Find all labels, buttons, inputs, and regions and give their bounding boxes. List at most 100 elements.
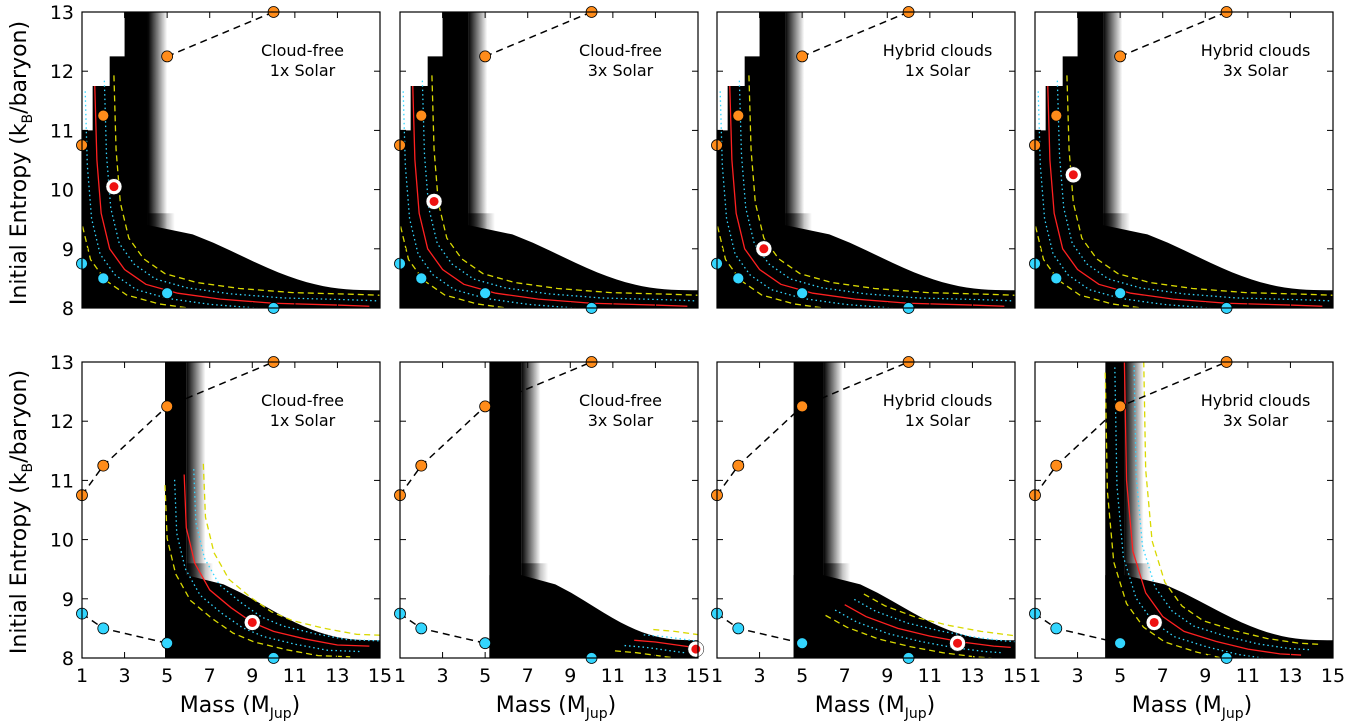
y-tick-label: 10 <box>50 530 74 552</box>
y-tick-label: 13 <box>50 2 74 24</box>
hot-start-point <box>97 459 110 472</box>
contour-cyan <box>1114 367 1267 658</box>
panel-frame <box>81 11 381 309</box>
hot-start-point <box>732 109 745 122</box>
cold-start-point <box>161 287 174 300</box>
x-tick-label: 1 <box>711 665 723 687</box>
x-tick-label: 7 <box>1157 665 1169 687</box>
panel-label-line2: 3x Solar <box>588 61 654 80</box>
x-tick-label: 3 <box>754 665 766 687</box>
x-tick-label: 11 <box>918 665 942 687</box>
cold-start-point <box>796 287 809 300</box>
panel-label-line1: Cloud-free <box>261 391 344 410</box>
plot-area <box>82 12 380 308</box>
cold-start-track <box>716 612 909 659</box>
panel-label-line2: 1x Solar <box>270 61 336 80</box>
likelihood-band-fade <box>521 362 541 605</box>
y-tick-label: 13 <box>50 352 74 374</box>
cold-start-point <box>732 272 745 285</box>
x-tick-label: 15 <box>1003 665 1027 687</box>
cold-start-point <box>415 622 428 635</box>
x-tick-label: 7 <box>204 665 216 687</box>
cold-start-point <box>415 272 428 285</box>
contour-cyan <box>853 598 1015 643</box>
likelihood-band-fade <box>785 213 812 255</box>
hot-start-point <box>415 109 428 122</box>
panel-frame <box>399 361 699 659</box>
plot-area <box>1035 362 1333 658</box>
hot-start-point <box>732 459 745 472</box>
hot-start-point <box>97 109 110 122</box>
x-tick-label: 9 <box>246 665 258 687</box>
band-step-edge <box>1035 362 1106 407</box>
plot-area <box>489 362 698 658</box>
likelihood-band-fade <box>785 12 805 255</box>
x-tick-label: 3 <box>1072 665 1084 687</box>
x-tick-label: 15 <box>686 665 710 687</box>
cold-start-track <box>399 612 592 659</box>
contour-yellow <box>1143 362 1321 646</box>
panel-label-line1: Hybrid clouds <box>1201 391 1311 410</box>
x-tick-label: 7 <box>522 665 534 687</box>
cold-start-point <box>97 272 110 285</box>
y-tick-label: 12 <box>50 411 74 433</box>
plot-area <box>164 362 380 658</box>
contour-yellow <box>863 593 1015 637</box>
hot-start-track <box>801 11 909 58</box>
hot-start-point <box>161 400 174 413</box>
cold-start-point <box>479 287 492 300</box>
plot-area <box>1035 12 1333 308</box>
likelihood-band <box>165 575 380 658</box>
hot-start-track <box>484 11 592 58</box>
y-tick-label: 10 <box>50 180 74 202</box>
contour-yellow <box>202 463 380 636</box>
likelihood-band-fade <box>1103 12 1123 255</box>
panel-frame <box>399 11 699 309</box>
hot-start-point <box>1114 400 1127 413</box>
likelihood-band-fade <box>823 362 843 605</box>
likelihood-band <box>489 575 698 658</box>
panel-frame <box>1034 11 1334 309</box>
contour-cyan <box>1133 362 1311 651</box>
x-tick-label: 13 <box>1278 665 1302 687</box>
hot-start-point <box>796 50 809 63</box>
x-tick-label: 13 <box>643 665 667 687</box>
contour-yellow <box>164 485 351 658</box>
hot-start-track <box>399 361 592 496</box>
y-tick-label: 9 <box>62 589 74 611</box>
x-tick-label: 3 <box>437 665 449 687</box>
x-tick-label: 13 <box>960 665 984 687</box>
hot-start-point <box>1050 459 1063 472</box>
hot-start-track <box>1119 11 1227 58</box>
likelihood-band-fade <box>147 12 168 255</box>
hot-start-point <box>161 50 174 63</box>
best-fit-marker-core <box>1149 617 1159 627</box>
x-tick-label: 1 <box>76 665 88 687</box>
y-tick-label: 11 <box>50 470 74 492</box>
best-fit-marker-core <box>759 244 769 254</box>
y-tick-label: 12 <box>50 61 74 83</box>
panel-label-line2: 3x Solar <box>1223 61 1289 80</box>
cold-start-point <box>1050 622 1063 635</box>
panel-frame <box>1034 361 1334 659</box>
panel-label-line1: Cloud-free <box>579 41 662 60</box>
best-fit-marker-core <box>1068 170 1078 180</box>
contour-yellow <box>748 75 1015 296</box>
y-tick-label: 8 <box>62 648 74 670</box>
x-axis-label: Mass (MJup) <box>180 693 300 721</box>
x-tick-label: 9 <box>881 665 893 687</box>
hot-start-point <box>1114 50 1127 63</box>
panel-label-line1: Hybrid clouds <box>883 41 993 60</box>
contour-cyan <box>624 644 685 654</box>
likelihood-band-fade <box>1124 362 1144 605</box>
contour-yellow <box>400 215 512 308</box>
contour-red <box>844 604 1011 648</box>
likelihood-band-fade <box>1124 563 1152 605</box>
hot-start-point <box>415 459 428 472</box>
